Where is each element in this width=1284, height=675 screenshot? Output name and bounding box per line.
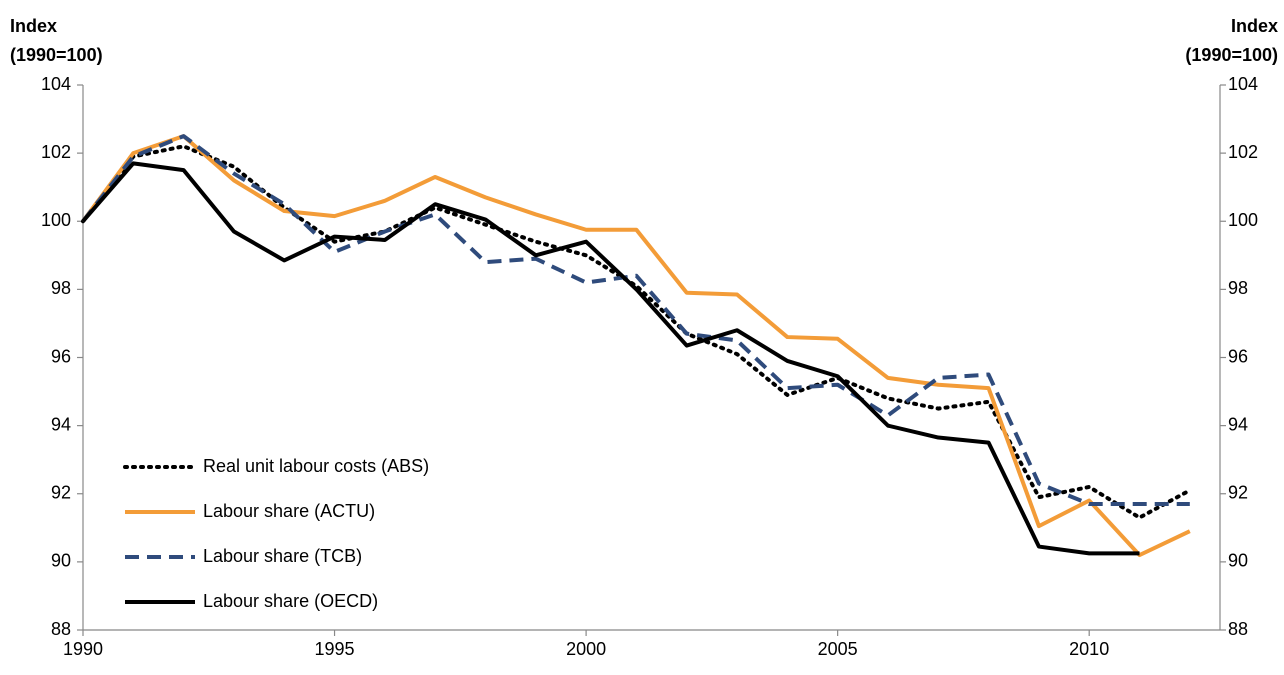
y-tick-label: 100	[41, 210, 71, 230]
legend-label: Labour share (OECD)	[203, 591, 378, 611]
y2-tick-label: 98	[1228, 278, 1248, 298]
y2-tick-label: 102	[1228, 142, 1258, 162]
series-line	[81, 134, 1191, 558]
y2-axis-title: (1990=100)	[1185, 45, 1278, 65]
x-tick-label: 1995	[315, 639, 355, 659]
y2-tick-label: 92	[1228, 483, 1248, 503]
series-line	[81, 134, 1190, 506]
y-axis-title: Index	[10, 16, 57, 36]
y2-tick-label: 90	[1228, 551, 1248, 571]
y2-tick-label: 104	[1228, 74, 1258, 94]
y-tick-label: 90	[51, 551, 71, 571]
y-tick-label: 104	[41, 74, 71, 94]
y2-tick-label: 94	[1228, 414, 1248, 434]
legend-label: Labour share (ACTU)	[203, 501, 375, 521]
y-axis-title: (1990=100)	[10, 45, 103, 65]
legend-label: Labour share (TCB)	[203, 546, 362, 566]
y-tick-label: 88	[51, 619, 71, 639]
y-tick-label: 98	[51, 278, 71, 298]
series-line	[81, 161, 1140, 556]
y2-tick-label: 96	[1228, 346, 1248, 366]
y2-tick-label: 88	[1228, 619, 1248, 639]
x-tick-label: 2000	[566, 639, 606, 659]
x-tick-label: 2010	[1069, 639, 1109, 659]
y-tick-label: 92	[51, 483, 71, 503]
y-tick-label: 94	[51, 414, 71, 434]
y-tick-label: 102	[41, 142, 71, 162]
legend-label: Real unit labour costs (ABS)	[203, 456, 429, 476]
y2-axis-title: Index	[1231, 16, 1278, 36]
y2-tick-label: 100	[1228, 210, 1258, 230]
y-tick-label: 96	[51, 346, 71, 366]
x-tick-label: 2005	[818, 639, 858, 659]
x-tick-label: 1990	[63, 639, 103, 659]
